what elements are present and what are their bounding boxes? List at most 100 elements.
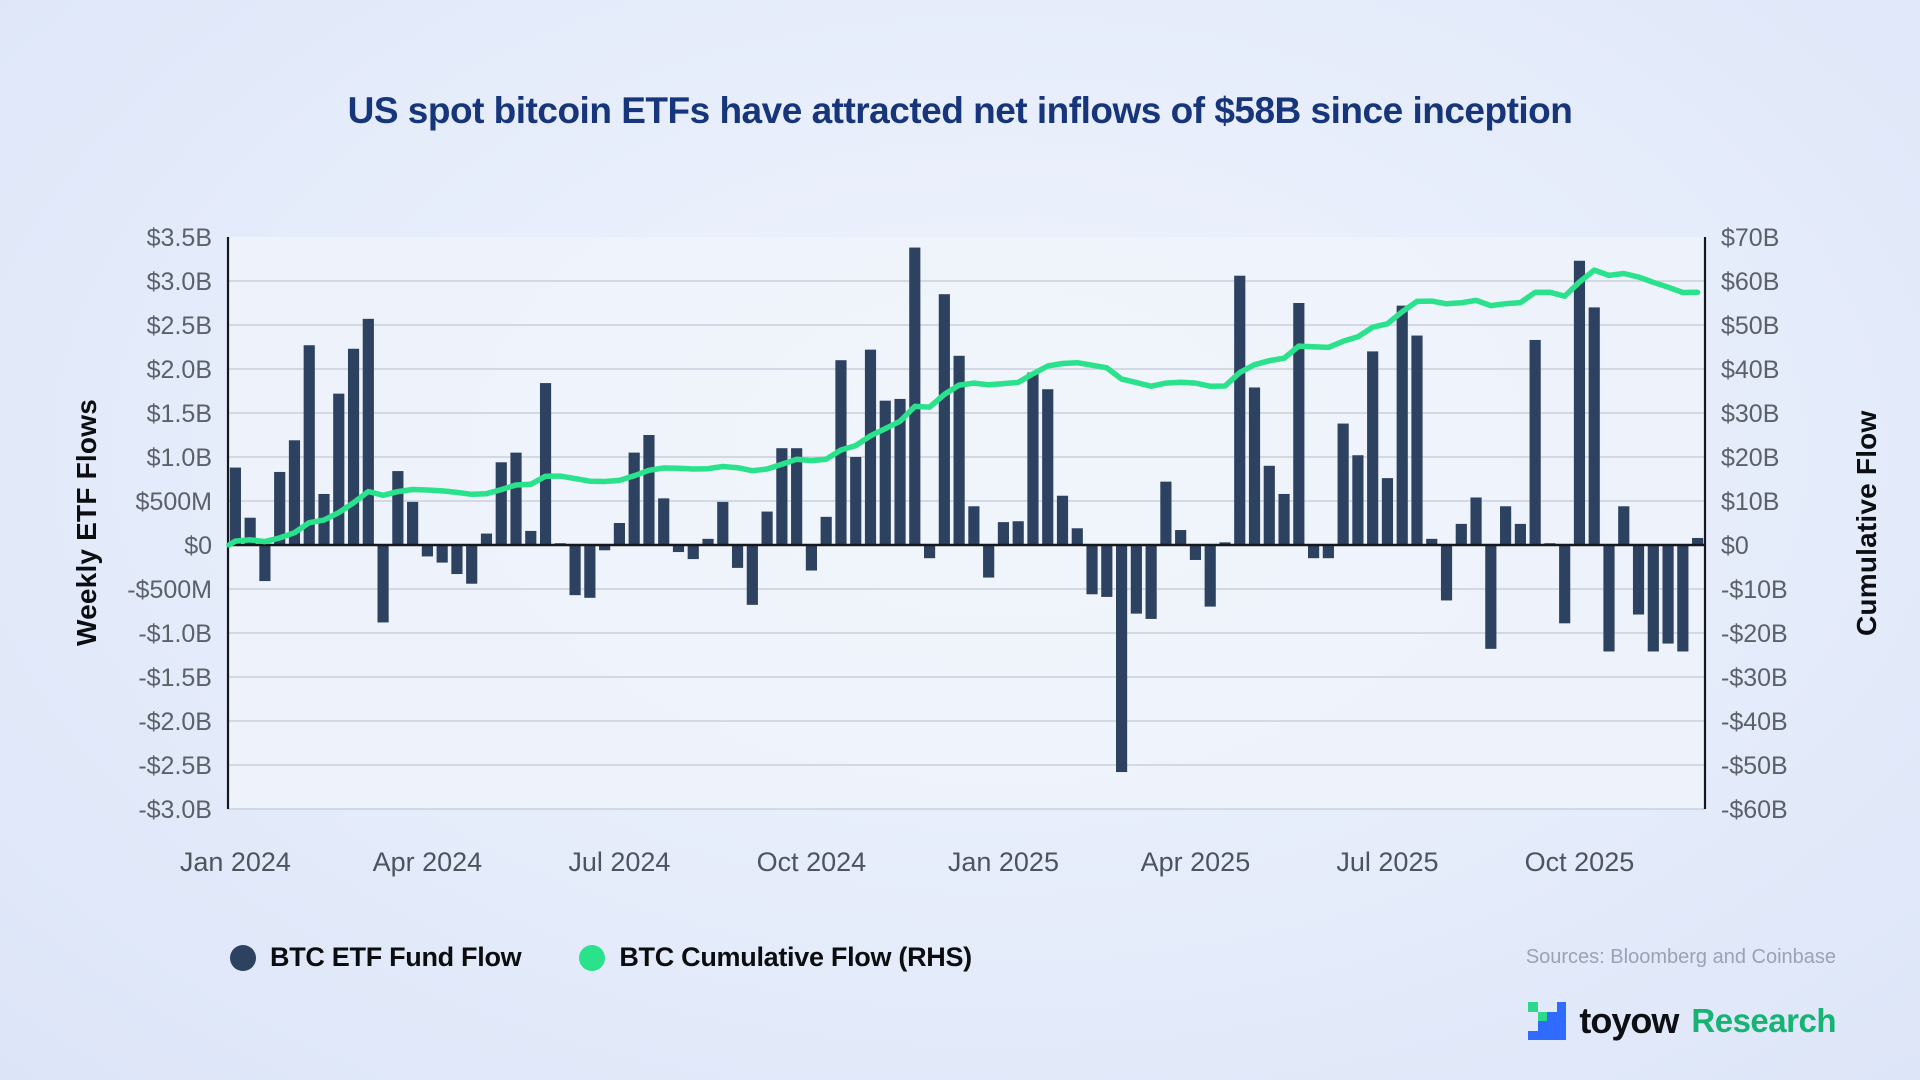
flow-bar	[1514, 523, 1526, 545]
logo-blue-pixel	[1556, 1030, 1567, 1040]
plot-area	[228, 237, 1705, 809]
flow-bar	[805, 545, 817, 571]
legend-item-fund-flow: BTC ETF Fund Flow	[230, 942, 522, 973]
flow-bar	[377, 545, 389, 623]
flow-bar	[1322, 545, 1334, 559]
flow-bar	[983, 545, 995, 578]
flow-bar	[584, 545, 596, 598]
flow-bar	[1426, 538, 1438, 545]
flow-bar	[1234, 275, 1246, 545]
logo-empty-pixel	[1528, 1012, 1538, 1022]
flow-bar	[1529, 339, 1541, 545]
flow-bar	[1189, 545, 1202, 560]
flow-bar	[1470, 497, 1482, 545]
flow-bar	[1396, 305, 1408, 545]
right-axis-title: Cumulative Flow	[1851, 410, 1882, 636]
logo-blue-pixel	[1528, 1030, 1538, 1040]
y-tick-label-right: $20B	[1721, 444, 1779, 472]
flow-bar	[746, 545, 758, 605]
flow-bar	[244, 517, 256, 545]
y-tick-label-left: $2.0B	[147, 356, 212, 384]
flow-bar	[362, 318, 374, 545]
logo-blue-pixel	[1547, 1021, 1557, 1031]
x-tick-label: Jan 2024	[180, 847, 291, 877]
y-tick-label-right: $70B	[1721, 224, 1779, 252]
flow-bar	[495, 462, 507, 545]
logo-blue-pixel	[1556, 1011, 1567, 1021]
y-axis-right-labels: $70B $60B $50B $40B $30B $20B $10B $0 -$10B -$20B…	[1721, 224, 1788, 824]
flow-bar	[569, 545, 581, 596]
flow-bar	[761, 511, 773, 545]
y-tick-label-left: $0	[184, 532, 212, 560]
y-tick-label-left: $1.0B	[147, 444, 212, 472]
x-tick-label: Oct 2024	[757, 847, 867, 877]
flow-bar	[525, 530, 537, 545]
toyow-logo-icon	[1528, 1002, 1567, 1040]
flow-bar	[1352, 455, 1364, 545]
flow-bar	[451, 545, 463, 575]
flow-bar	[909, 247, 921, 545]
flow-bar	[1367, 351, 1379, 545]
fund-flow-swatch-icon	[230, 944, 256, 971]
legend-item-cumulative-flow: BTC Cumulative Flow (RHS)	[579, 942, 972, 973]
flow-bar	[997, 522, 1010, 545]
logo-blue-pixel	[1537, 1021, 1548, 1031]
flow-bar	[407, 501, 419, 545]
x-tick-label: Apr 2025	[1141, 847, 1251, 877]
flow-bar	[466, 545, 478, 584]
y-tick-label-right: $0	[1721, 532, 1749, 560]
y-tick-label-right: $40B	[1721, 356, 1779, 384]
flow-bar	[288, 440, 301, 545]
cumulative-flow-line	[226, 267, 1701, 548]
flow-bar	[1337, 423, 1349, 545]
y-tick-label-left: -$2.5B	[138, 752, 212, 780]
x-tick-label: Apr 2024	[373, 847, 483, 877]
flow-bar	[776, 448, 788, 545]
logo-blue-pixel	[1556, 1021, 1567, 1031]
y-tick-label-left: -$1.5B	[138, 664, 212, 692]
flow-bar	[1101, 545, 1113, 597]
flow-bar	[1647, 545, 1659, 652]
flow-bar	[968, 506, 980, 545]
flow-bar	[687, 545, 699, 560]
flow-bar	[658, 498, 670, 545]
flow-bar	[1042, 389, 1054, 545]
x-tick-label: Oct 2025	[1525, 847, 1635, 877]
flow-bar	[864, 349, 877, 545]
y-tick-label-right: $50B	[1721, 312, 1779, 340]
flow-bar	[1440, 545, 1453, 601]
flow-bar	[1632, 545, 1645, 615]
logo-blue-pixel	[1547, 1030, 1557, 1040]
logo-empty-pixel	[1538, 1002, 1548, 1012]
flow-bar	[1692, 537, 1704, 545]
flow-bar	[392, 471, 404, 545]
y-tick-label-right: $30B	[1721, 400, 1779, 428]
flow-bar	[938, 294, 950, 545]
flow-bar	[879, 400, 891, 545]
flow-bar	[953, 355, 965, 545]
flow-bar	[643, 435, 655, 545]
x-tick-label: Jul 2024	[568, 847, 670, 877]
flow-bar	[274, 471, 286, 545]
flow-bar	[850, 457, 862, 545]
flow-bar	[421, 545, 433, 557]
flow-bar	[1278, 493, 1290, 545]
logo-empty-pixel	[1528, 1021, 1538, 1031]
flow-bar	[1485, 545, 1497, 649]
y-tick-label-left: $3.5B	[147, 224, 212, 252]
cumulative-flow-swatch-icon	[579, 944, 606, 971]
logo-green-pixel	[1537, 1011, 1548, 1021]
flow-bar	[613, 523, 625, 545]
y-tick-label-right: -$30B	[1721, 664, 1788, 692]
flow-bar	[1116, 545, 1128, 773]
flow-bar	[1500, 506, 1512, 545]
x-tick-label: Jan 2025	[948, 847, 1059, 877]
flow-bar	[1677, 545, 1689, 652]
flow-bar	[347, 348, 360, 545]
flow-bar	[1293, 303, 1305, 545]
flow-bar	[1308, 545, 1320, 559]
flow-bar	[1559, 545, 1571, 624]
flow-bar	[1160, 481, 1172, 545]
flow-bar	[1263, 465, 1275, 545]
